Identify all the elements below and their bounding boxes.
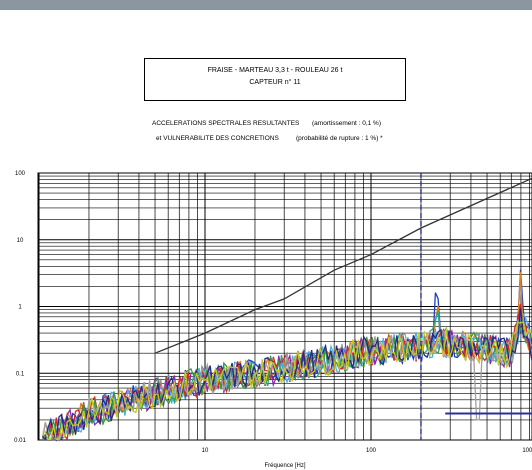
spectrum-series-line: [42, 312, 532, 442]
subtitle-left-1: ACCELERATIONS SPECTRALES RESULTANTES: [152, 120, 300, 127]
spectrum-series-line: [42, 321, 532, 441]
subtitle-right-2: (probabilité de rupture : 1 %) *: [296, 135, 383, 142]
x-tick-label: 1000: [522, 448, 532, 454]
x-tick-label: 10: [202, 448, 209, 454]
axis-ticks: 100 10 1 0.1 0.01 10 100 1000: [14, 171, 532, 454]
spectral-chart: 100 10 1 0.1 0.01 10 100 1000 Fréquence [Hz]: [14, 171, 532, 469]
subtitle-right-1: (amortissement : 0,1 %): [312, 120, 381, 127]
y-tick-label: 1: [18, 305, 22, 311]
subtitle-left-2: et VULNERABILITE DES CONCRETIONS: [156, 135, 279, 142]
chart-title-line1: FRAISE - MARTEAU 3,3 t - ROULEAU 26 t: [207, 67, 343, 74]
window-top-bar: [0, 0, 532, 10]
y-tick-label: 0.1: [16, 371, 25, 377]
chart-title-box: FRAISE - MARTEAU 3,3 t - ROULEAU 26 t CA…: [144, 58, 406, 101]
y-tick-label: 10: [17, 238, 24, 244]
threshold-line: [154, 177, 532, 354]
chart-title-line2: CAPTEUR n° 11: [249, 79, 301, 86]
y-tick-label: 100: [15, 171, 26, 177]
spectrum-series-line: [41, 317, 532, 441]
acceleration-spectra: [41, 269, 532, 442]
x-tick-label: 100: [366, 448, 377, 454]
x-axis-label: Fréquence [Hz]: [264, 463, 305, 469]
y-tick-label: 0.01: [14, 438, 26, 444]
